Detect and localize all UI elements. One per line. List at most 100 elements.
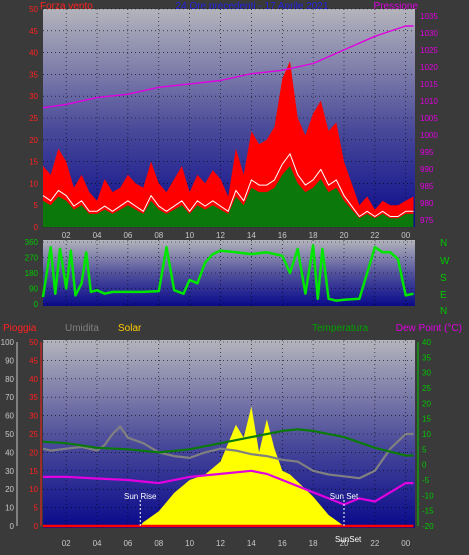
dewpoint-series [43, 469, 414, 506]
wind-y-tick: 10 [29, 179, 38, 188]
wind-avg-series [43, 166, 414, 227]
pressure-y-tick: 990 [420, 165, 434, 174]
dewpoint-line [43, 469, 414, 506]
humidity-y-tick: 70 [5, 393, 14, 402]
temperature-y-tick: 5 [422, 445, 427, 454]
pressure-y-tick: 1000 [420, 131, 438, 140]
pressure-y-tick: 995 [420, 148, 434, 157]
wind-y-tick: 35 [29, 70, 38, 79]
direction-line [41, 244, 414, 302]
solar-area [140, 406, 344, 526]
humidity-title: Umidita [65, 323, 99, 334]
humidity-y-tick: 80 [5, 375, 14, 384]
temperature-y-tick: -10 [422, 491, 434, 500]
direction-axes: 0 90 180 270 360 [25, 238, 39, 309]
rain-y-tick: 10 [29, 485, 38, 494]
wind-y-tick: 20 [29, 136, 38, 145]
temperature-y-tick: 20 [422, 399, 431, 408]
weather-axes: 0102030405060708090100051015202530354045… [1, 338, 434, 548]
wind-y-tick: 45 [29, 27, 38, 36]
x-tick-label: 04 [93, 539, 102, 548]
direction-y-tick: 0 [34, 300, 39, 309]
x-tick-label: 20 [340, 231, 349, 240]
temperature-y-tick: 35 [422, 353, 431, 362]
temperature-series [42, 428, 414, 457]
temperature-title: Temperatura [312, 323, 369, 334]
wind-line [42, 153, 414, 217]
x-tick-label: 16 [278, 231, 287, 240]
sunrise-label: Sun Rise [124, 492, 157, 501]
humidity-y-tick: 30 [5, 467, 14, 476]
temperature-y-tick: 0 [422, 461, 427, 470]
compass-w: W [440, 256, 450, 267]
x-tick-label: 08 [154, 231, 163, 240]
sunset-axis-label: SunSet [335, 535, 362, 544]
rain-y-tick: 45 [29, 356, 38, 365]
rain-y-tick: 40 [29, 375, 38, 384]
rain-title: Pioggia [3, 323, 37, 334]
x-tick-label: 14 [247, 231, 256, 240]
pressure-y-tick: 980 [420, 199, 434, 208]
solar-title: Solar [118, 323, 142, 334]
wind-y-tick: 30 [29, 92, 38, 101]
x-tick-label: 00 [401, 539, 410, 548]
rain-y-tick: 30 [29, 412, 38, 421]
x-tick-label: 10 [185, 539, 194, 548]
wind-avg-area [43, 166, 414, 227]
pressure-y-tick: 1005 [420, 114, 438, 123]
pressure-y-tick: 1035 [420, 12, 438, 21]
rain-y-tick: 25 [29, 430, 38, 439]
pressure-y-tick: 1025 [420, 46, 438, 55]
wind-y-tick: 25 [29, 114, 38, 123]
rain-y-tick: 20 [29, 448, 38, 457]
direction-y-tick: 360 [25, 238, 39, 247]
sun-markers: Sun Rise Sun Set [124, 492, 359, 526]
humidity-y-tick: 60 [5, 412, 14, 421]
wind-y-tick: 5 [34, 201, 39, 210]
direction-grid [43, 240, 415, 306]
x-tick-label: 22 [370, 231, 379, 240]
wind-y-tick: 0 [34, 223, 39, 232]
humidity-y-tick: 0 [10, 522, 15, 531]
humidity-y-tick: 10 [5, 504, 14, 513]
x-tick-label: 12 [216, 539, 225, 548]
humidity-y-tick: 20 [5, 485, 14, 494]
x-tick-label: 16 [278, 539, 287, 548]
wind-title: Forza vento [40, 1, 93, 12]
x-tick-label: 20 [340, 539, 349, 548]
temperature-y-tick: 40 [422, 338, 431, 347]
wind-y-tick: 40 [29, 49, 38, 58]
rain-y-tick: 50 [29, 338, 38, 347]
compass-e: E [440, 290, 447, 301]
x-tick-label: 04 [93, 231, 102, 240]
x-tick-label: 00 [401, 231, 410, 240]
compass-s: S [440, 273, 447, 284]
compass-labels: N W S E N [440, 238, 450, 317]
x-tick-label: 06 [123, 539, 132, 548]
wind-axes: 0510152025303540455097598098599099510001… [29, 5, 438, 240]
pressure-y-tick: 985 [420, 182, 434, 191]
direction-y-tick: 180 [25, 269, 39, 278]
wind-y-tick: 15 [29, 158, 38, 167]
pressure-y-tick: 1010 [420, 97, 438, 106]
rain-y-tick: 5 [34, 504, 39, 513]
pressure-title: Pressione [374, 1, 419, 12]
sunset-label: Sun Set [330, 492, 359, 501]
compass-n-bottom: N [440, 306, 447, 317]
chart-title: 24 Ore precedenti - 17 Aprile 2021 [176, 1, 329, 12]
direction-y-tick: 90 [29, 285, 38, 294]
x-tick-label: 12 [216, 231, 225, 240]
pressure-line [42, 25, 414, 109]
x-tick-label: 22 [370, 539, 379, 548]
wind-y-tick: 50 [29, 5, 38, 14]
direction-series [41, 244, 414, 302]
humidity-y-tick: 40 [5, 448, 14, 457]
x-tick-label: 06 [123, 231, 132, 240]
temperature-y-tick: -5 [422, 476, 430, 485]
temperature-y-tick: -15 [422, 507, 434, 516]
pressure-y-tick: 975 [420, 216, 434, 225]
x-tick-label: 10 [185, 231, 194, 240]
temperature-y-tick: -20 [422, 522, 434, 531]
dewpoint-title: Dew Point (°C) [396, 323, 462, 334]
